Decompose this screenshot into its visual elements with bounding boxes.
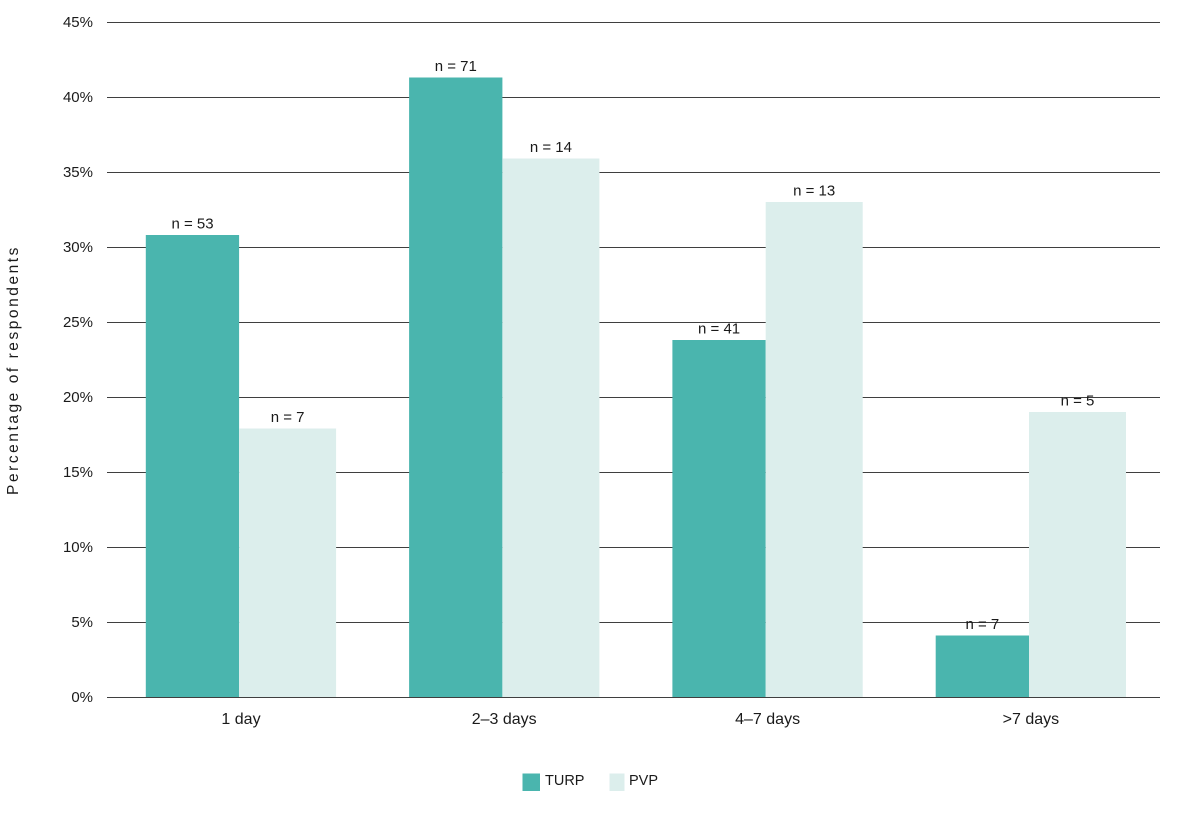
svg-text:35%: 35% (63, 164, 93, 181)
svg-text:n = 13: n = 13 (793, 183, 835, 200)
svg-text:5%: 5% (71, 614, 93, 631)
svg-text:2–3 days: 2–3 days (472, 711, 537, 728)
svg-text:PVP: PVP (629, 773, 658, 789)
svg-text:0%: 0% (71, 689, 93, 706)
svg-text:Percentage of respondents: Percentage of respondents (5, 245, 22, 495)
svg-text:n = 41: n = 41 (698, 321, 740, 338)
svg-text:n = 53: n = 53 (171, 216, 213, 233)
svg-text:>7 days: >7 days (1003, 711, 1059, 728)
svg-text:n = 71: n = 71 (435, 58, 477, 75)
svg-text:4–7 days: 4–7 days (735, 711, 800, 728)
svg-text:20%: 20% (63, 389, 93, 406)
svg-text:40%: 40% (63, 89, 93, 106)
svg-text:15%: 15% (63, 464, 93, 481)
svg-text:n = 14: n = 14 (530, 139, 572, 156)
svg-text:10%: 10% (63, 539, 93, 556)
svg-text:n = 7: n = 7 (966, 616, 1000, 633)
svg-text:n = 7: n = 7 (271, 409, 305, 426)
svg-text:45%: 45% (63, 14, 93, 31)
svg-text:n = 5: n = 5 (1061, 393, 1095, 410)
svg-text:30%: 30% (63, 239, 93, 256)
svg-text:25%: 25% (63, 314, 93, 331)
svg-text:1 day: 1 day (221, 711, 260, 728)
svg-text:TURP: TURP (545, 773, 584, 789)
